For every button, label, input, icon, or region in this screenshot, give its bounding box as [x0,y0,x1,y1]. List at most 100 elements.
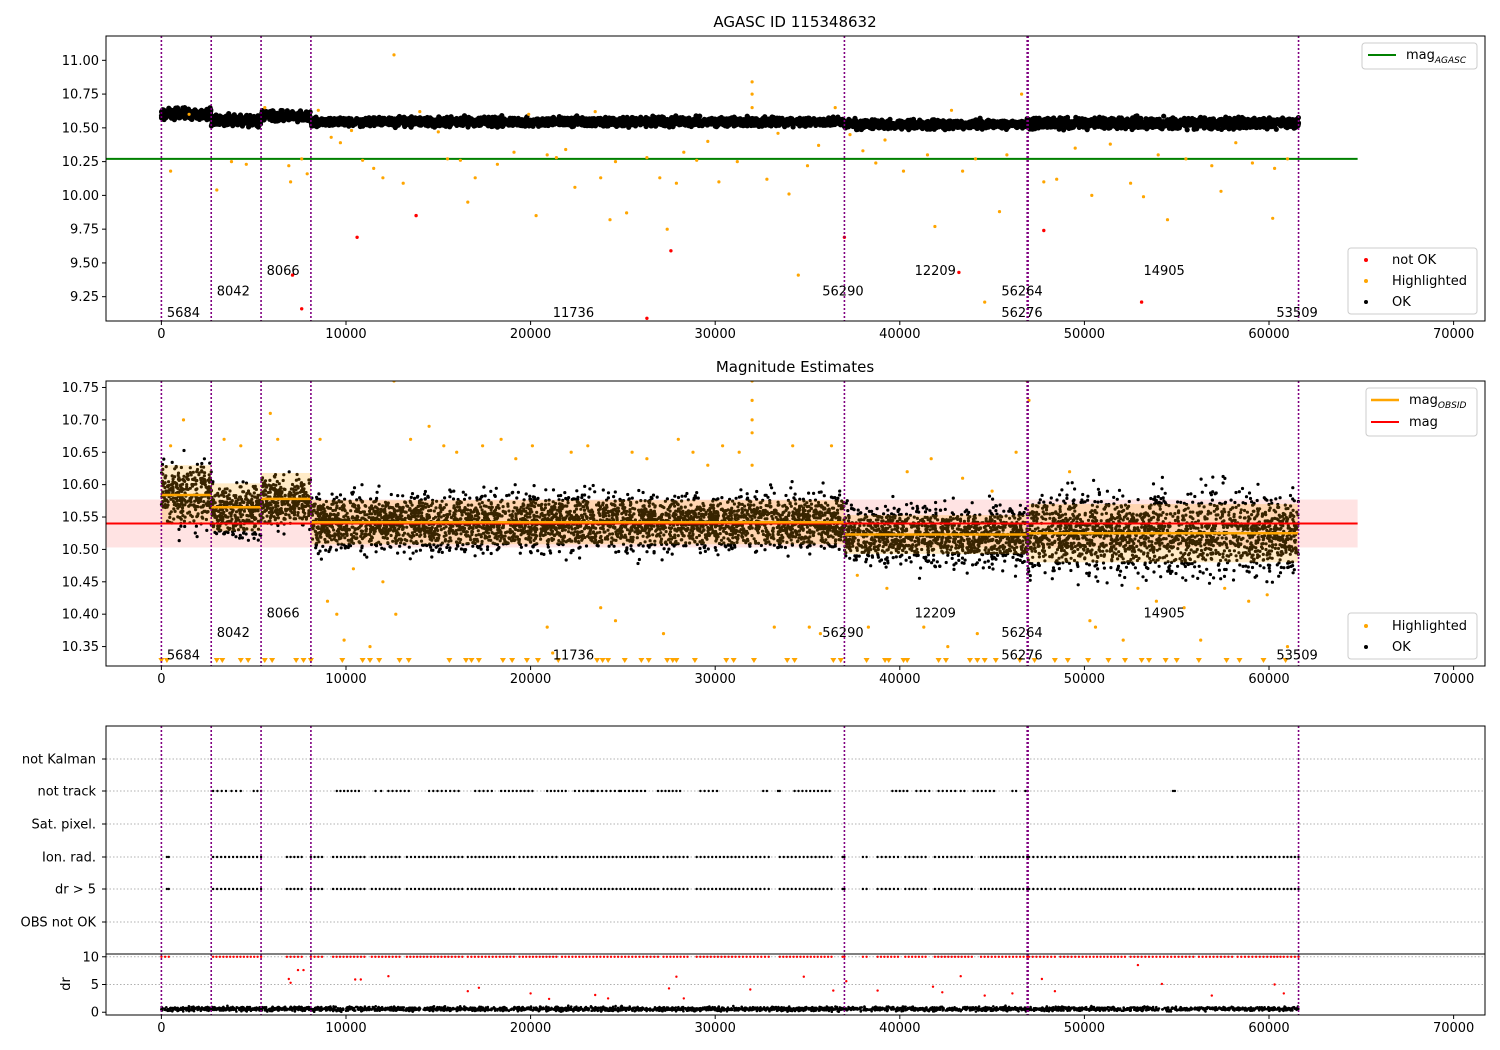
ok-point [1013,123,1019,129]
ok-point [867,125,873,131]
panel-agasc: AGASC ID 115348632 0 10000 20000 30000 40000… [62,13,1486,342]
ok-point [975,122,981,128]
ok-point [233,115,239,121]
ok-point [432,119,439,125]
ok-point [584,119,590,125]
ok-point [335,117,341,123]
ok-point [555,116,561,123]
ok-point [953,120,959,126]
ok-point [396,120,402,126]
ok-point [616,118,622,124]
ok-point [862,123,868,129]
ok-point [291,116,297,122]
ok-point [496,123,502,129]
ok-point [502,120,508,126]
ok-point [442,119,449,125]
ok-point [575,121,581,127]
ok-point [374,118,380,124]
ok-point [725,120,731,126]
ok-point [571,116,577,122]
ok-point [660,114,667,121]
ok-point [386,121,392,127]
ok-point [540,122,546,128]
ok-point [360,117,366,123]
ok-point [602,120,608,126]
ok-point [289,109,295,115]
ok-point [161,116,167,123]
ok-point [805,118,811,124]
ok-point [1003,119,1009,125]
ok-point [755,121,762,127]
ok-point [550,117,556,123]
ok-point [957,124,963,130]
ok-point [936,122,943,128]
ok-point [912,123,918,129]
ok-point [278,113,284,119]
ok-point [230,122,237,128]
ok-point [858,126,865,133]
ok-point [209,117,215,123]
ok-point [986,119,993,125]
ok-point [197,113,203,119]
ok-point [268,112,274,118]
ok-point [765,117,771,123]
ok-point [297,117,303,123]
ok-point [899,122,905,128]
ok-point [813,121,820,127]
ok-point [534,118,540,124]
ok-point [261,115,267,121]
ok-point [416,118,422,124]
ok-point [935,117,941,123]
ok-point [366,119,372,125]
ok-point [204,113,210,119]
ok-point [249,120,255,126]
ok-point [707,117,713,123]
ok-point [910,118,917,124]
ok-point [801,118,807,124]
ok-point [243,116,249,122]
ok-point [191,109,197,115]
ok-point [436,114,442,120]
ok-point [237,112,244,118]
ok-point [285,110,291,116]
ok-point [215,116,221,122]
ok-point [905,117,911,123]
ok-point [274,118,280,124]
ok-point [669,120,675,126]
ok-point [285,115,291,121]
ok-point [894,124,900,130]
ok-point [716,117,722,124]
ok-point [274,114,280,120]
ok-point [982,123,989,129]
ok-point [483,117,489,123]
ok-point [781,121,788,127]
ok-point [218,119,224,125]
ok-point [402,120,408,126]
ok-point [226,114,232,120]
ok-point [180,112,186,118]
ok-point [562,119,568,126]
ok-point [495,118,501,124]
ok-point [629,122,636,128]
ok-point [454,117,460,123]
ok-point [247,112,253,119]
ok-point [773,120,779,126]
ok-point [466,122,472,128]
panel-agasc-title: AGASC ID 115348632 [713,13,876,31]
ok-point [824,119,830,125]
ok-point [880,120,886,126]
ok-point [179,108,185,114]
ok-point [302,111,308,117]
ok-point [919,123,925,129]
ok-point [508,118,514,124]
ok-point [411,117,417,123]
panel-agasc-plot-area [106,36,1358,321]
ok-point [556,121,562,127]
ok-point [427,121,433,127]
ok-point [460,120,466,126]
ok-point [622,119,628,125]
ok-point [699,119,705,125]
ok-point [789,120,795,126]
ok-point [638,114,644,120]
ok-point [355,118,361,125]
